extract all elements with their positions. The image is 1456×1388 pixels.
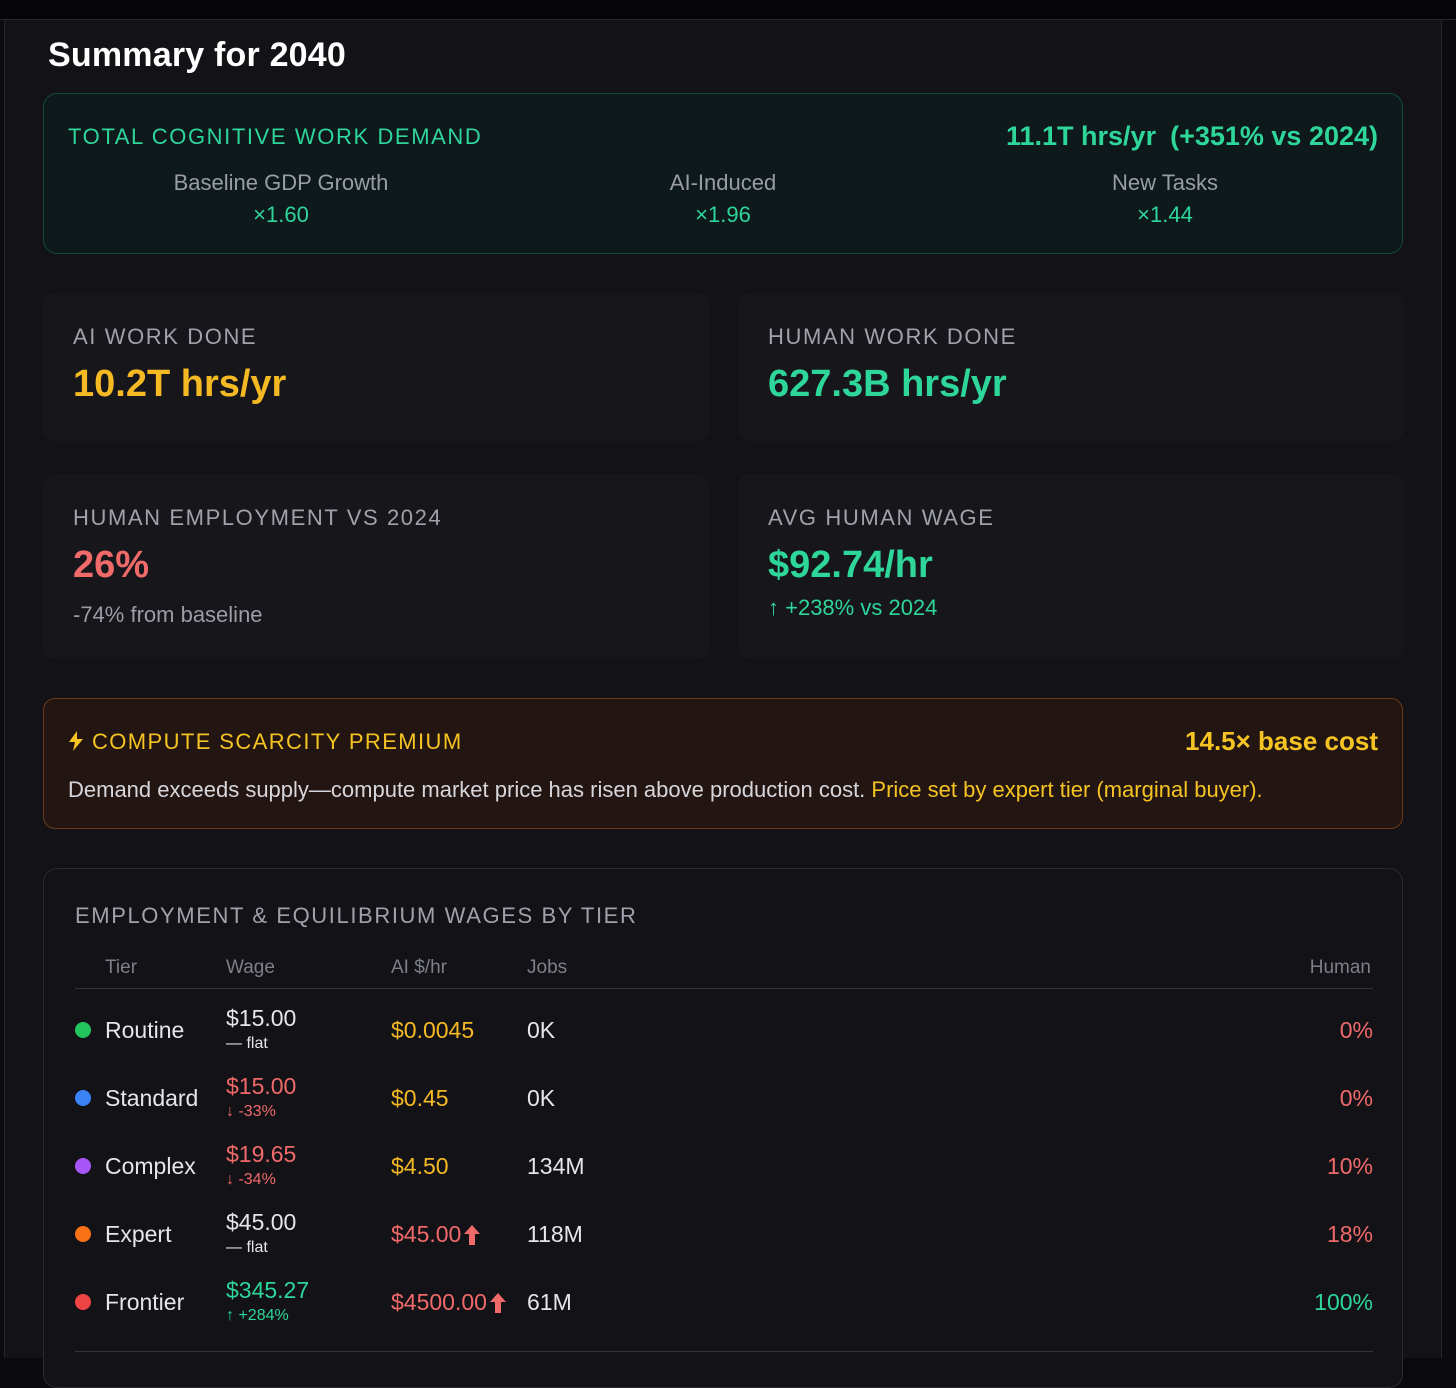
premium-multiplier: 14.5× base cost bbox=[1185, 726, 1378, 756]
tier-jobs: 0K bbox=[527, 1017, 556, 1043]
tier-name: Expert bbox=[105, 1221, 172, 1247]
employment-card: HUMAN EMPLOYMENT VS 2024 26% -74% from b… bbox=[43, 474, 709, 659]
factor-label: Baseline GDP Growth bbox=[173, 170, 389, 195]
tier-trend: — flat bbox=[226, 1035, 268, 1052]
human-work-card: HUMAN WORK DONE 627.3B hrs/yr bbox=[738, 293, 1404, 441]
tier-wage: $15.00 bbox=[226, 1073, 297, 1099]
demand-label: TOTAL COGNITIVE WORK DEMAND bbox=[68, 124, 483, 149]
employment-label: HUMAN EMPLOYMENT VS 2024 bbox=[73, 505, 443, 530]
ai-cost-value: $4500.00 bbox=[391, 1289, 487, 1315]
tier-trend: ↑ +284% bbox=[226, 1307, 289, 1324]
tier-trend: — flat bbox=[226, 1239, 268, 1256]
tier-human-share: 100% bbox=[1314, 1289, 1373, 1315]
tier-dot-icon bbox=[75, 1294, 91, 1310]
premium-title: COMPUTE SCARCITY PREMIUM bbox=[92, 729, 463, 754]
table-row: Routine $15.00 — flat $0.0045 0K 0% bbox=[44, 1000, 1404, 1068]
tier-jobs: 118M bbox=[527, 1221, 583, 1247]
factor-value: ×1.60 bbox=[253, 202, 309, 227]
tier-human-share: 0% bbox=[1339, 1017, 1373, 1043]
tier-ai-cost: $45.00 bbox=[391, 1221, 481, 1248]
demand-value: 11.1T hrs/yr (+351% vs 2024) bbox=[1006, 121, 1378, 152]
top-bar bbox=[0, 0, 1456, 20]
tier-human-share: 10% bbox=[1326, 1153, 1373, 1179]
tier-wage: $15.00 bbox=[226, 1005, 297, 1031]
tier-dot-icon bbox=[75, 1226, 91, 1242]
factor-value: ×1.44 bbox=[1137, 202, 1193, 227]
ai-work-label: AI WORK DONE bbox=[73, 324, 258, 349]
tier-ai-cost: $4.50 bbox=[391, 1153, 449, 1180]
factor-label: AI-Induced bbox=[669, 170, 777, 195]
tier-name: Complex bbox=[105, 1153, 196, 1179]
tier-human-share: 0% bbox=[1339, 1085, 1373, 1111]
factor-baseline-gdp: Baseline GDP Growth ×1.60 bbox=[71, 170, 491, 228]
ai-work-value: 10.2T hrs/yr bbox=[73, 363, 287, 405]
tier-ai-cost: $0.0045 bbox=[391, 1017, 474, 1044]
arrow-up-icon bbox=[489, 1293, 506, 1313]
tier-human-share: 18% bbox=[1326, 1221, 1373, 1247]
table-row: Complex $19.65 ↓ -34% $4.50 134M 10% bbox=[44, 1136, 1404, 1204]
tier-wage: $19.65 bbox=[226, 1141, 297, 1167]
ai-cost-value: $0.0045 bbox=[391, 1017, 475, 1043]
total-demand-card: TOTAL COGNITIVE WORK DEMAND 11.1T hrs/yr… bbox=[43, 93, 1403, 254]
table-bottom-divider bbox=[75, 1351, 1373, 1352]
lightning-icon bbox=[69, 731, 83, 751]
factor-new-tasks: New Tasks ×1.44 bbox=[955, 170, 1375, 228]
table-row: Expert $45.00 — flat $45.00 118M 18% bbox=[44, 1204, 1404, 1272]
table-row: Standard $15.00 ↓ -33% $0.45 0K 0% bbox=[44, 1068, 1404, 1136]
avg-wage-label: AVG HUMAN WAGE bbox=[768, 505, 995, 530]
employment-sub: -74% from baseline bbox=[73, 602, 263, 627]
tier-jobs: 0K bbox=[527, 1085, 556, 1111]
tier-dot-icon bbox=[75, 1022, 91, 1038]
tier-ai-cost: $4500.00 bbox=[391, 1289, 506, 1316]
header-divider bbox=[75, 988, 1373, 989]
premium-desc-highlight: Price set by expert tier (marginal buyer… bbox=[871, 777, 1263, 802]
tier-dot-icon bbox=[75, 1158, 91, 1174]
demand-change: (+351% vs 2024) bbox=[1170, 121, 1378, 151]
ai-cost-value: $45.00 bbox=[391, 1221, 462, 1247]
tiers-header: EMPLOYMENT & EQUILIBRIUM WAGES BY TIER bbox=[75, 903, 638, 928]
arrow-up-icon bbox=[464, 1225, 481, 1245]
avg-wage-card: AVG HUMAN WAGE $92.74/hr ↑ +238% vs 2024 bbox=[738, 474, 1404, 659]
column-header-ai: AI $/hr bbox=[391, 957, 447, 978]
tier-trend: ↓ -34% bbox=[226, 1171, 276, 1188]
premium-desc-text: Demand exceeds supply—compute market pri… bbox=[68, 777, 866, 802]
compute-premium-card: COMPUTE SCARCITY PREMIUM 14.5× base cost… bbox=[43, 698, 1403, 829]
ai-work-card: AI WORK DONE 10.2T hrs/yr bbox=[43, 293, 709, 441]
column-header-wage: Wage bbox=[226, 957, 275, 978]
tier-ai-cost: $0.45 bbox=[391, 1085, 449, 1112]
column-header-jobs: Jobs bbox=[527, 957, 568, 978]
factor-label: New Tasks bbox=[1112, 170, 1218, 195]
ai-cost-value: $4.50 bbox=[391, 1153, 449, 1179]
factor-value: ×1.96 bbox=[695, 202, 751, 227]
avg-wage-change: ↑ +238% vs 2024 bbox=[768, 595, 938, 620]
column-header-tier: Tier bbox=[105, 957, 138, 978]
tier-trend: ↓ -33% bbox=[226, 1103, 276, 1120]
page-title: Summary for 2040 bbox=[48, 36, 347, 74]
tier-wage: $345.27 bbox=[226, 1277, 310, 1303]
column-header-human: Human bbox=[1309, 957, 1371, 978]
demand-total: 11.1T hrs/yr bbox=[1005, 121, 1157, 151]
tier-name: Frontier bbox=[105, 1289, 185, 1315]
tier-jobs: 134M bbox=[527, 1153, 585, 1179]
factor-ai-induced: AI-Induced ×1.96 bbox=[513, 170, 933, 228]
avg-wage-value: $92.74/hr bbox=[768, 544, 933, 586]
table-row: Frontier $345.27 ↑ +284% $4500.00 61M 10… bbox=[44, 1272, 1404, 1340]
tier-name: Standard bbox=[105, 1085, 199, 1111]
ai-cost-value: $0.45 bbox=[391, 1085, 449, 1111]
human-work-label: HUMAN WORK DONE bbox=[768, 324, 1017, 349]
tier-jobs: 61M bbox=[527, 1289, 572, 1315]
premium-label: COMPUTE SCARCITY PREMIUM bbox=[68, 729, 463, 755]
employment-value: 26% bbox=[73, 544, 150, 586]
human-work-value: 627.3B hrs/yr bbox=[768, 363, 1007, 405]
tier-wage: $45.00 bbox=[226, 1209, 297, 1235]
tier-name: Routine bbox=[105, 1017, 185, 1043]
tier-dot-icon bbox=[75, 1090, 91, 1106]
tiers-table-card: EMPLOYMENT & EQUILIBRIUM WAGES BY TIER T… bbox=[43, 868, 1403, 1388]
premium-description: Demand exceeds supply—compute market pri… bbox=[68, 777, 1263, 803]
